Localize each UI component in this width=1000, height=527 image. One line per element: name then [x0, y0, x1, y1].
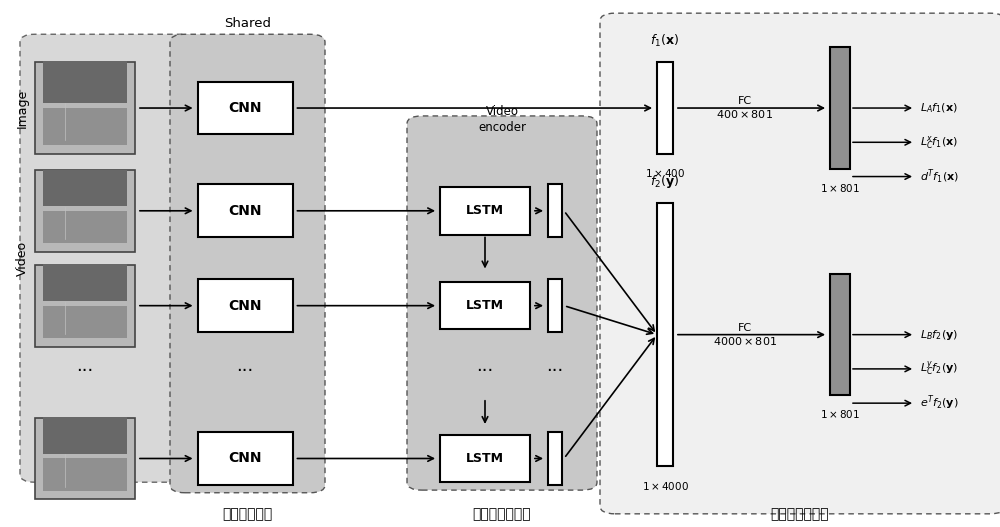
Text: 相似性学习网络: 相似性学习网络: [771, 507, 829, 521]
Text: Shared: Shared: [224, 17, 271, 30]
Bar: [657, 62, 673, 154]
Bar: [548, 432, 562, 485]
Text: FC
$400\times801$: FC $400\times801$: [716, 96, 774, 120]
Text: $1\times400$: $1\times400$: [645, 168, 685, 179]
Bar: [35, 170, 135, 252]
Text: Video: Video: [16, 241, 28, 276]
Text: $d^T f_1(\mathbf{x})$: $d^T f_1(\mathbf{x})$: [920, 168, 959, 186]
FancyBboxPatch shape: [600, 13, 1000, 514]
FancyBboxPatch shape: [20, 34, 195, 482]
Text: $L_A f_1(\mathbf{x})$: $L_A f_1(\mathbf{x})$: [920, 101, 958, 115]
Text: LSTM: LSTM: [466, 299, 504, 312]
Text: ...: ...: [546, 357, 564, 375]
Bar: [35, 62, 135, 154]
Bar: [42, 306, 128, 338]
Text: 长短时记忆网络: 长短时记忆网络: [473, 507, 531, 521]
Text: CNN: CNN: [228, 204, 262, 218]
Bar: [42, 211, 128, 243]
Text: LSTM: LSTM: [466, 452, 504, 465]
Bar: [42, 170, 128, 206]
Bar: [198, 184, 292, 237]
Bar: [42, 458, 128, 491]
Text: Image: Image: [16, 89, 28, 128]
Bar: [548, 279, 562, 332]
Bar: [830, 274, 850, 395]
Text: ...: ...: [76, 357, 94, 375]
Text: $1\times4000$: $1\times4000$: [642, 480, 688, 492]
Text: $f_2(\mathbf{y})$: $f_2(\mathbf{y})$: [650, 173, 680, 190]
Bar: [198, 82, 292, 134]
Bar: [440, 435, 530, 482]
Bar: [657, 203, 673, 466]
FancyBboxPatch shape: [407, 116, 597, 490]
Bar: [830, 47, 850, 169]
Bar: [42, 62, 128, 103]
Text: CNN: CNN: [228, 299, 262, 313]
Text: $1\times801$: $1\times801$: [820, 182, 860, 194]
Bar: [440, 282, 530, 329]
Text: ...: ...: [236, 357, 254, 375]
Bar: [42, 265, 128, 301]
Text: $L_C^x f_1(\mathbf{x})$: $L_C^x f_1(\mathbf{x})$: [920, 134, 958, 151]
Text: $L_B f_2(\mathbf{y})$: $L_B f_2(\mathbf{y})$: [920, 328, 958, 341]
Text: $f_1(\mathbf{x})$: $f_1(\mathbf{x})$: [650, 33, 680, 48]
Text: LSTM: LSTM: [466, 204, 504, 217]
Text: ...: ...: [476, 357, 494, 375]
Bar: [35, 417, 135, 500]
Text: FC
$4000\times801$: FC $4000\times801$: [713, 323, 777, 347]
Bar: [198, 279, 292, 332]
FancyBboxPatch shape: [170, 34, 325, 493]
Bar: [440, 187, 530, 235]
Text: CNN: CNN: [228, 101, 262, 115]
Text: 卷积神经网络: 卷积神经网络: [222, 507, 272, 521]
Text: CNN: CNN: [228, 452, 262, 465]
Bar: [42, 108, 128, 145]
Bar: [35, 265, 135, 347]
Text: $e^T f_2(\mathbf{y})$: $e^T f_2(\mathbf{y})$: [920, 394, 959, 413]
Text: Video
encoder: Video encoder: [478, 105, 526, 134]
Bar: [198, 432, 292, 485]
Bar: [548, 184, 562, 237]
Bar: [42, 417, 128, 454]
Text: $L_C^y f_2(\mathbf{y})$: $L_C^y f_2(\mathbf{y})$: [920, 360, 958, 378]
Text: $1\times801$: $1\times801$: [820, 408, 860, 421]
